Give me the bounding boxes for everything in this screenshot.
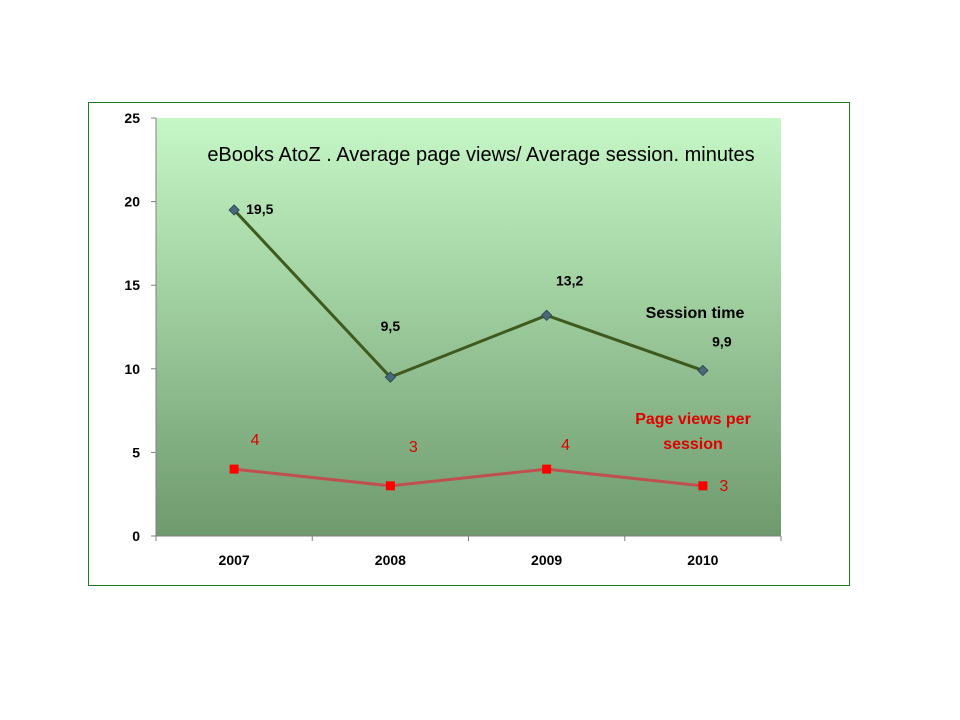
marker-session-time xyxy=(697,364,709,377)
series-layer xyxy=(228,204,709,491)
series-name-page-views-line2: session xyxy=(663,436,723,453)
series-line-page-views xyxy=(233,467,704,488)
data-label-session-time: 13,2 xyxy=(556,272,583,288)
marker-session-time xyxy=(540,309,553,322)
plot-area xyxy=(156,118,781,536)
series-name-session-time: Session time xyxy=(646,305,745,322)
data-label-page-views: 3 xyxy=(409,439,418,456)
data-label-page-views: 4 xyxy=(561,437,570,454)
data-label-page-views: 4 xyxy=(251,432,260,449)
marker-page-views xyxy=(542,464,552,474)
marker-page-views xyxy=(698,481,708,491)
series-line-session-time xyxy=(233,208,704,379)
labels-layer: 19,5 9,5 13,2 9,9 4 3 4 3 xyxy=(246,201,732,495)
y-tick-label: 5 xyxy=(132,444,140,460)
data-label-page-views: 3 xyxy=(719,478,728,495)
y-tick-label: 25 xyxy=(124,110,140,126)
x-tick-label: 2007 xyxy=(219,552,250,568)
y-tick-label: 20 xyxy=(124,194,140,210)
data-label-session-time: 9,5 xyxy=(381,318,401,334)
line-chart: 0 5 10 15 20 25 2007 2008 2009 2010 19,5 9,5 13,2 9,… xyxy=(124,110,782,568)
marker-page-views xyxy=(385,481,395,491)
axes: 0 5 10 15 20 25 2007 2008 2009 2010 xyxy=(124,110,782,568)
marker-session-time xyxy=(384,371,397,383)
x-tick-label: 2010 xyxy=(687,552,718,568)
data-label-session-time: 19,5 xyxy=(246,201,273,217)
x-tick-label: 2009 xyxy=(531,552,562,568)
chart-frame: 0 5 10 15 20 25 2007 2008 2009 2010 19,5 9,5 13,2 9,… xyxy=(88,102,850,586)
y-tick-label: 0 xyxy=(132,528,140,544)
marker-page-views xyxy=(229,464,239,474)
chart-title: eBooks AtoZ . Average page views/ Averag… xyxy=(207,144,754,166)
y-tick-label: 15 xyxy=(124,277,140,293)
marker-session-time xyxy=(228,204,240,216)
x-tick-label: 2008 xyxy=(375,552,406,568)
series-name-page-views-line1: Page views per xyxy=(635,411,751,428)
data-label-session-time: 9,9 xyxy=(712,333,732,349)
y-tick-label: 10 xyxy=(124,361,140,377)
